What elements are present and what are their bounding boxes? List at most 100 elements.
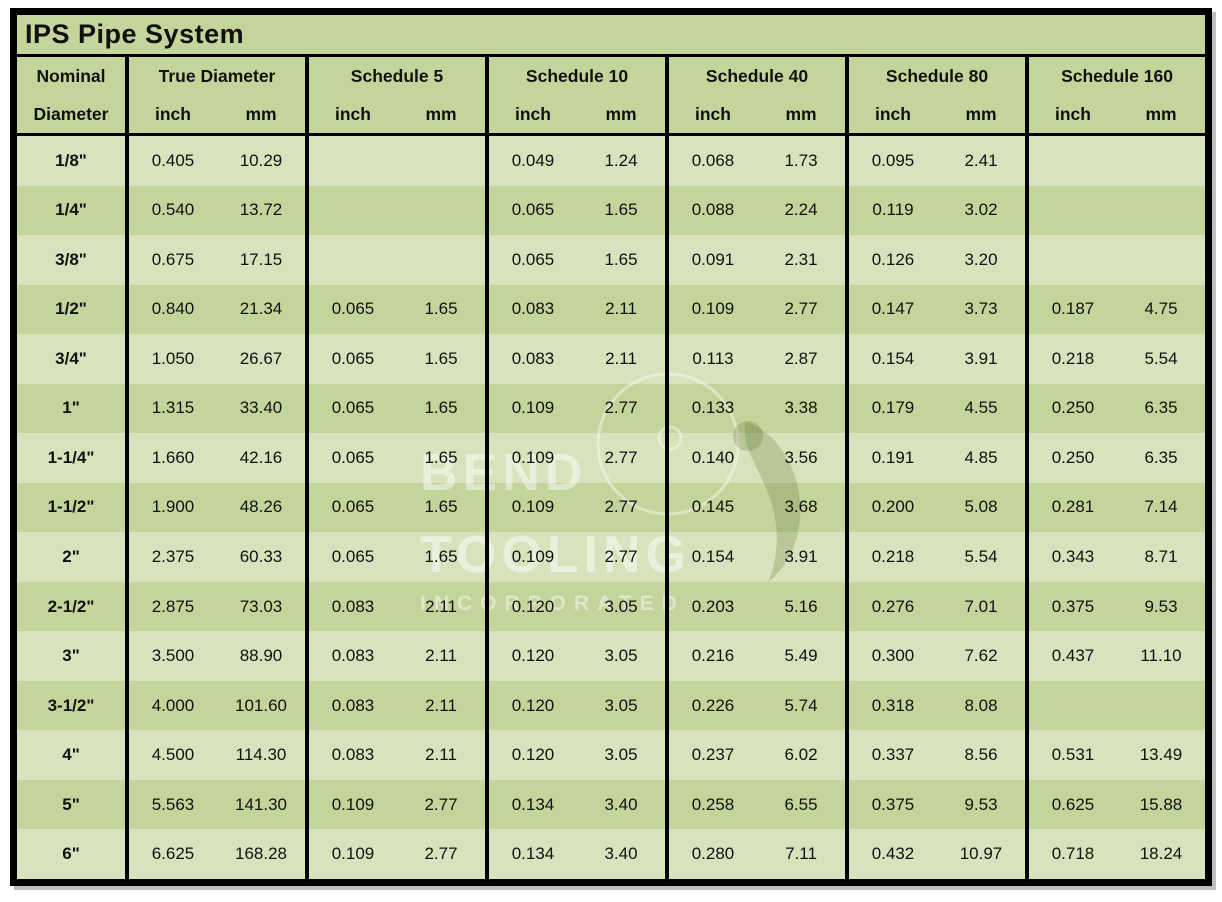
cell-value: 0.083	[511, 299, 555, 319]
cell-value: 4.500	[151, 745, 195, 765]
schedule_5-inch: 0.083	[309, 681, 397, 731]
cell-value: 0.065	[331, 497, 375, 517]
column-group-label: Schedule 10	[525, 65, 629, 86]
schedule_5-cell: 0.065 1.65	[305, 383, 485, 434]
true_diameter-inch: 2.875	[129, 582, 217, 632]
true_diameter-mm: 26.67	[217, 334, 305, 384]
table-row: 1/2" 0.840 21.34 0.065 1.65 0.083 2.11 0.109 2.7…	[17, 284, 1205, 335]
true_diameter-mm: 73.03	[217, 582, 305, 632]
cell-value: 3.56	[784, 447, 818, 467]
schedule_40-cell: 0.091 2.31	[665, 235, 845, 285]
schedule_160-mm: 9.53	[1117, 582, 1205, 632]
schedule_5-cell: 0.083 2.11	[305, 631, 485, 681]
cell-value: 1.65	[424, 398, 458, 418]
schedule_5-cell: 0.065 1.65	[305, 532, 485, 582]
cell-value: 0.337	[871, 745, 915, 765]
true_diameter-inch: 3.500	[129, 631, 217, 681]
schedule_80-cell: 0.318 8.08	[845, 680, 1025, 731]
cell-value: 101.60	[235, 695, 287, 715]
schedule_5-cell: 0.065 1.65	[305, 284, 485, 335]
schedule_40-inch: 0.203	[669, 582, 757, 632]
cell-value: 0.237	[691, 745, 735, 765]
schedule_80-inch: 0.191	[849, 433, 937, 483]
schedule_160-cell: 0.625 15.88	[1025, 779, 1205, 830]
cell-value: 3.91	[964, 348, 998, 368]
schedule_80-mm: 5.54	[937, 532, 1025, 582]
schedule_10-cell: 0.065 1.65	[485, 185, 665, 236]
column-group-label: Schedule 160	[1061, 65, 1173, 86]
cell-value: 0.147	[871, 299, 915, 319]
cell-value: 60.33	[239, 547, 283, 567]
cell-value: 2.77	[604, 398, 638, 418]
nominal-cell: 4"	[17, 730, 125, 780]
table-row: 1/4" 0.540 13.72 0.065 1.65 0.088 2.24 0.119 3.0…	[17, 185, 1205, 236]
nominal-value: 3-1/2"	[47, 695, 95, 715]
schedule_160-cell: 0.375 9.53	[1025, 581, 1205, 632]
true_diameter-inch: 4.000	[129, 681, 217, 731]
schedule_40-inch: 0.154	[669, 532, 757, 582]
cell-value: 2.77	[424, 794, 458, 814]
column-group-header-schedule_160: Schedule 160 inch mm	[1025, 57, 1205, 133]
schedule_40-inch: 0.088	[669, 186, 757, 236]
cell-value: 0.083	[331, 695, 375, 715]
nominal-header-line1: Nominal	[36, 65, 106, 86]
true_diameter-mm: 88.90	[217, 631, 305, 681]
schedule_80-cell: 0.191 4.85	[845, 433, 1025, 483]
cell-value: 7.11	[785, 844, 817, 864]
schedule_5-mm	[397, 186, 485, 236]
cell-value: 2.77	[784, 299, 818, 319]
schedule_80-cell: 0.200 5.08	[845, 482, 1025, 533]
cell-value: 0.218	[1051, 348, 1095, 368]
cell-value: 5.49	[784, 646, 818, 666]
cell-value: 168.28	[235, 844, 287, 864]
cell-value: 5.54	[964, 547, 998, 567]
nominal-value: 1-1/2"	[47, 497, 95, 517]
schedule_160-cell: 0.437 11.10	[1025, 631, 1205, 681]
schedule_40-mm: 3.91	[757, 532, 845, 582]
schedule_10-cell: 0.120 3.05	[485, 631, 665, 681]
cell-value: 0.134	[511, 844, 555, 864]
cell-value: 4.85	[964, 447, 998, 467]
schedule_10-inch: 0.083	[489, 285, 577, 335]
schedule_80-cell: 0.179 4.55	[845, 383, 1025, 434]
cell-value: 1.315	[151, 398, 195, 418]
cell-value: 1.65	[604, 249, 638, 269]
cell-value: 3.40	[604, 844, 638, 864]
schedule_10-mm: 1.65	[577, 235, 665, 285]
schedule_5-inch: 0.083	[309, 631, 397, 681]
schedule_10-mm: 2.77	[577, 483, 665, 533]
schedule_160-cell	[1025, 680, 1205, 731]
cell-value: 0.437	[1051, 646, 1095, 666]
cell-value: 7.62	[964, 646, 998, 666]
cell-value: 0.300	[871, 646, 915, 666]
schedule_10-mm: 3.05	[577, 730, 665, 780]
schedule_80-inch: 0.432	[849, 829, 937, 879]
true_diameter-mm: 48.26	[217, 483, 305, 533]
schedule_160-mm: 6.35	[1117, 384, 1205, 434]
nominal-cell: 2-1/2"	[17, 582, 125, 632]
cell-value: 2.11	[425, 646, 457, 666]
table-row: 5" 5.563 141.30 0.109 2.77 0.134 3.40 0.258 6.55…	[17, 779, 1205, 830]
cell-value: 0.119	[872, 200, 914, 220]
cell-value: 2.77	[604, 447, 638, 467]
cell-value: 11.10	[1140, 646, 1182, 666]
schedule_10-cell: 0.109 2.77	[485, 433, 665, 483]
cell-value: 2.77	[424, 844, 458, 864]
schedule_160-mm: 11.10	[1117, 631, 1205, 681]
cell-value: 0.109	[511, 497, 555, 517]
table-title: IPS Pipe System	[25, 19, 245, 49]
cell-value: 13.49	[1139, 745, 1183, 765]
nominal-value: 3"	[62, 646, 80, 666]
cell-value: 5.74	[784, 695, 818, 715]
schedule_80-inch: 0.200	[849, 483, 937, 533]
cell-value: 0.179	[871, 398, 915, 418]
schedule_40-mm: 5.49	[757, 631, 845, 681]
schedule_10-inch: 0.120	[489, 681, 577, 731]
cell-value: 0.083	[331, 596, 375, 616]
cell-value: 0.113	[692, 348, 734, 368]
schedule_5-mm: 1.65	[397, 433, 485, 483]
schedule_5-inch: 0.065	[309, 483, 397, 533]
schedule_5-mm: 1.65	[397, 384, 485, 434]
true_diameter-inch: 1.660	[129, 433, 217, 483]
nominal-value: 1/8"	[55, 150, 87, 170]
